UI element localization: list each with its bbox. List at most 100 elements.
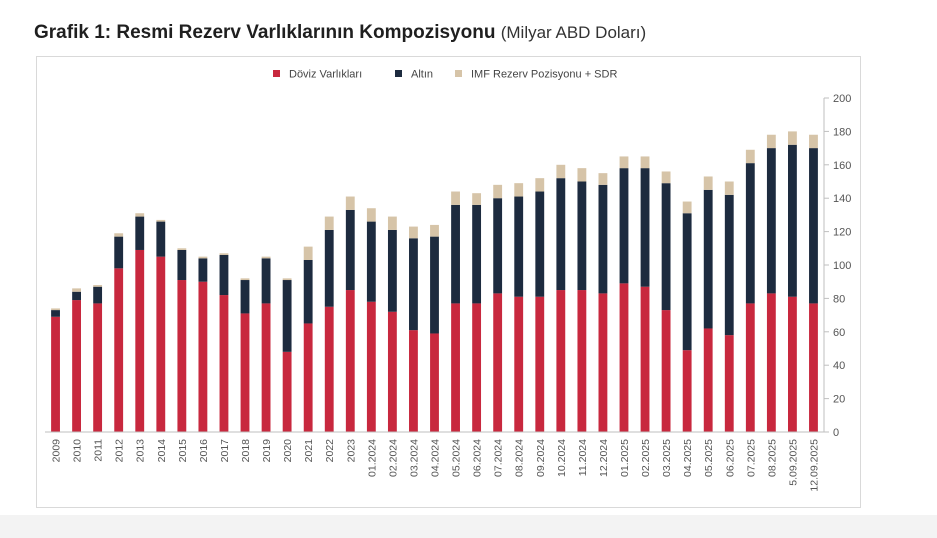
bar-segment-imf-06.2024 [472,193,482,205]
x-tick-label: 04.2025 [682,439,694,477]
bar-segment-altin-04.2025 [682,213,692,351]
bar-segment-altin-03.2025 [661,183,671,311]
bar-segment-imf-03.2025 [661,171,671,184]
y-tick-label: 180 [833,126,851,138]
bar-segment-altin-04.2024 [430,236,439,334]
x-tick-label: 2022 [324,439,336,463]
bar-segment-imf-5.09.2025 [788,131,797,145]
bar-segment-altin-06.2024 [472,204,482,304]
bar-segment-doviz-05.2025 [703,328,713,432]
x-tick-label: 07.2024 [493,439,505,477]
legend-swatch-altin [395,70,402,77]
bar-segment-doviz-2018 [240,313,250,432]
x-tick-label: 08.2024 [514,439,526,477]
chart-title-unit: (Milyar ABD Doları) [500,23,647,42]
bar-segment-altin-2023 [345,209,355,291]
bar-segment-imf-02.2025 [640,156,650,169]
bar-segment-altin-02.2024 [387,229,397,312]
y-tick-label: 140 [833,193,851,205]
bar-segment-altin-12.09.2025 [809,148,818,304]
legend-item-doviz: Döviz Varlıkları [273,69,362,81]
bar-segment-imf-03.2024 [409,226,418,239]
bar-segment-altin-2013 [135,216,145,250]
bar-segment-altin-12.2024 [598,184,608,294]
bar-segment-altin-11.2024 [577,181,587,291]
bar-segment-doviz-08.2024 [514,296,524,432]
bar-segment-altin-03.2024 [409,238,418,331]
bar-segment-imf-2019 [261,256,271,259]
bar-segment-doviz-07.2025 [745,303,755,432]
bar-segment-altin-05.2025 [703,189,713,329]
x-tick-label: 2015 [177,439,189,463]
y-tick-label: 0 [833,427,839,439]
x-tick-label: 2011 [93,439,105,462]
bar-segment-doviz-2009 [51,316,60,432]
bar-segment-imf-2020 [282,278,292,281]
bar-segment-imf-05.2024 [451,191,460,205]
x-tick-label: 2023 [345,439,357,463]
bar-segment-imf-2011 [93,285,103,287]
x-tick-label: 05.2025 [703,439,715,477]
bar-segment-imf-2013 [135,213,145,217]
x-tick-label: 05.2024 [451,439,463,477]
bar-segment-altin-2020 [282,280,292,352]
x-tick-label: 2016 [198,439,210,463]
bar-segment-altin-2019 [261,258,271,304]
legend-label-imf: IMF Rezerv Pozisyonu + SDR [471,69,617,81]
y-tick-label: 200 [833,93,851,105]
x-tick-label: 06.2025 [724,439,736,477]
bar-segment-doviz-2010 [72,300,81,432]
bar-segment-imf-08.2024 [514,183,524,197]
bar-segment-altin-01.2024 [366,221,376,302]
x-tick-label: 2010 [72,439,84,463]
bar-segment-doviz-5.09.2025 [788,296,797,432]
bar-segment-doviz-2016 [198,281,208,432]
bar-segment-altin-2012 [114,236,124,269]
x-tick-label: 5.09.2025 [787,439,799,486]
x-tick-label: 2019 [261,439,273,463]
stacked-bar-chart: Döviz Varlıkları Altın IMF Rezerv Pozisyon… [45,69,851,492]
x-tick-label: 03.2024 [408,439,420,477]
bar-segment-doviz-02.2025 [640,286,650,432]
legend-swatch-doviz [273,70,280,77]
bar-segment-doviz-03.2025 [661,310,671,432]
bar-segment-doviz-2022 [324,306,334,432]
bar-segment-doviz-06.2025 [724,335,734,432]
bar-segment-doviz-01.2024 [366,301,376,432]
bar-segment-doviz-05.2024 [451,303,460,432]
bar-segment-imf-2018 [240,278,250,281]
bar-segment-altin-10.2024 [556,178,566,291]
legend-item-imf: IMF Rezerv Pozisyonu + SDR [455,69,617,81]
bar-segment-doviz-04.2025 [682,350,692,432]
x-tick-label: 01.2024 [366,439,378,477]
bar-segment-doviz-10.2024 [556,290,566,432]
bar-segment-altin-2021 [303,259,313,324]
bar-segment-imf-07.2024 [493,184,503,199]
bar-segment-altin-5.09.2025 [788,144,797,297]
chart-title: Grafik 1: Resmi Rezerv Varlıklarının Kom… [34,22,646,44]
x-tick-label: 2020 [282,439,294,463]
x-tick-label: 2014 [156,439,168,463]
page-footer-band [0,515,937,538]
bar-segment-imf-07.2025 [745,149,755,164]
bar-segment-imf-2014 [156,219,166,222]
y-tick-label: 160 [833,160,851,172]
x-tick-label: 2009 [51,439,63,463]
x-tick-label: 2021 [303,439,315,463]
bar-segment-doviz-09.2024 [535,296,545,432]
y-tick-label: 20 [833,394,845,406]
bar-segment-doviz-03.2024 [409,330,418,432]
bar-segment-doviz-2013 [135,249,145,432]
bar-segment-altin-07.2025 [745,163,755,304]
x-tick-label: 12.2024 [598,439,610,477]
bar-segment-imf-09.2024 [535,178,545,192]
x-tick-label: 2017 [219,439,231,463]
bar-segment-altin-2022 [324,229,334,307]
bar-segment-doviz-07.2024 [493,293,503,432]
bar-segment-doviz-2015 [177,280,187,432]
x-tick-label: 11.2024 [577,439,589,476]
chart-legend: Döviz Varlıkları Altın IMF Rezerv Pozisyon… [273,69,617,81]
bar-segment-imf-2010 [72,288,81,292]
bar-segment-altin-2014 [156,221,166,257]
bar-segment-imf-12.09.2025 [809,134,818,149]
